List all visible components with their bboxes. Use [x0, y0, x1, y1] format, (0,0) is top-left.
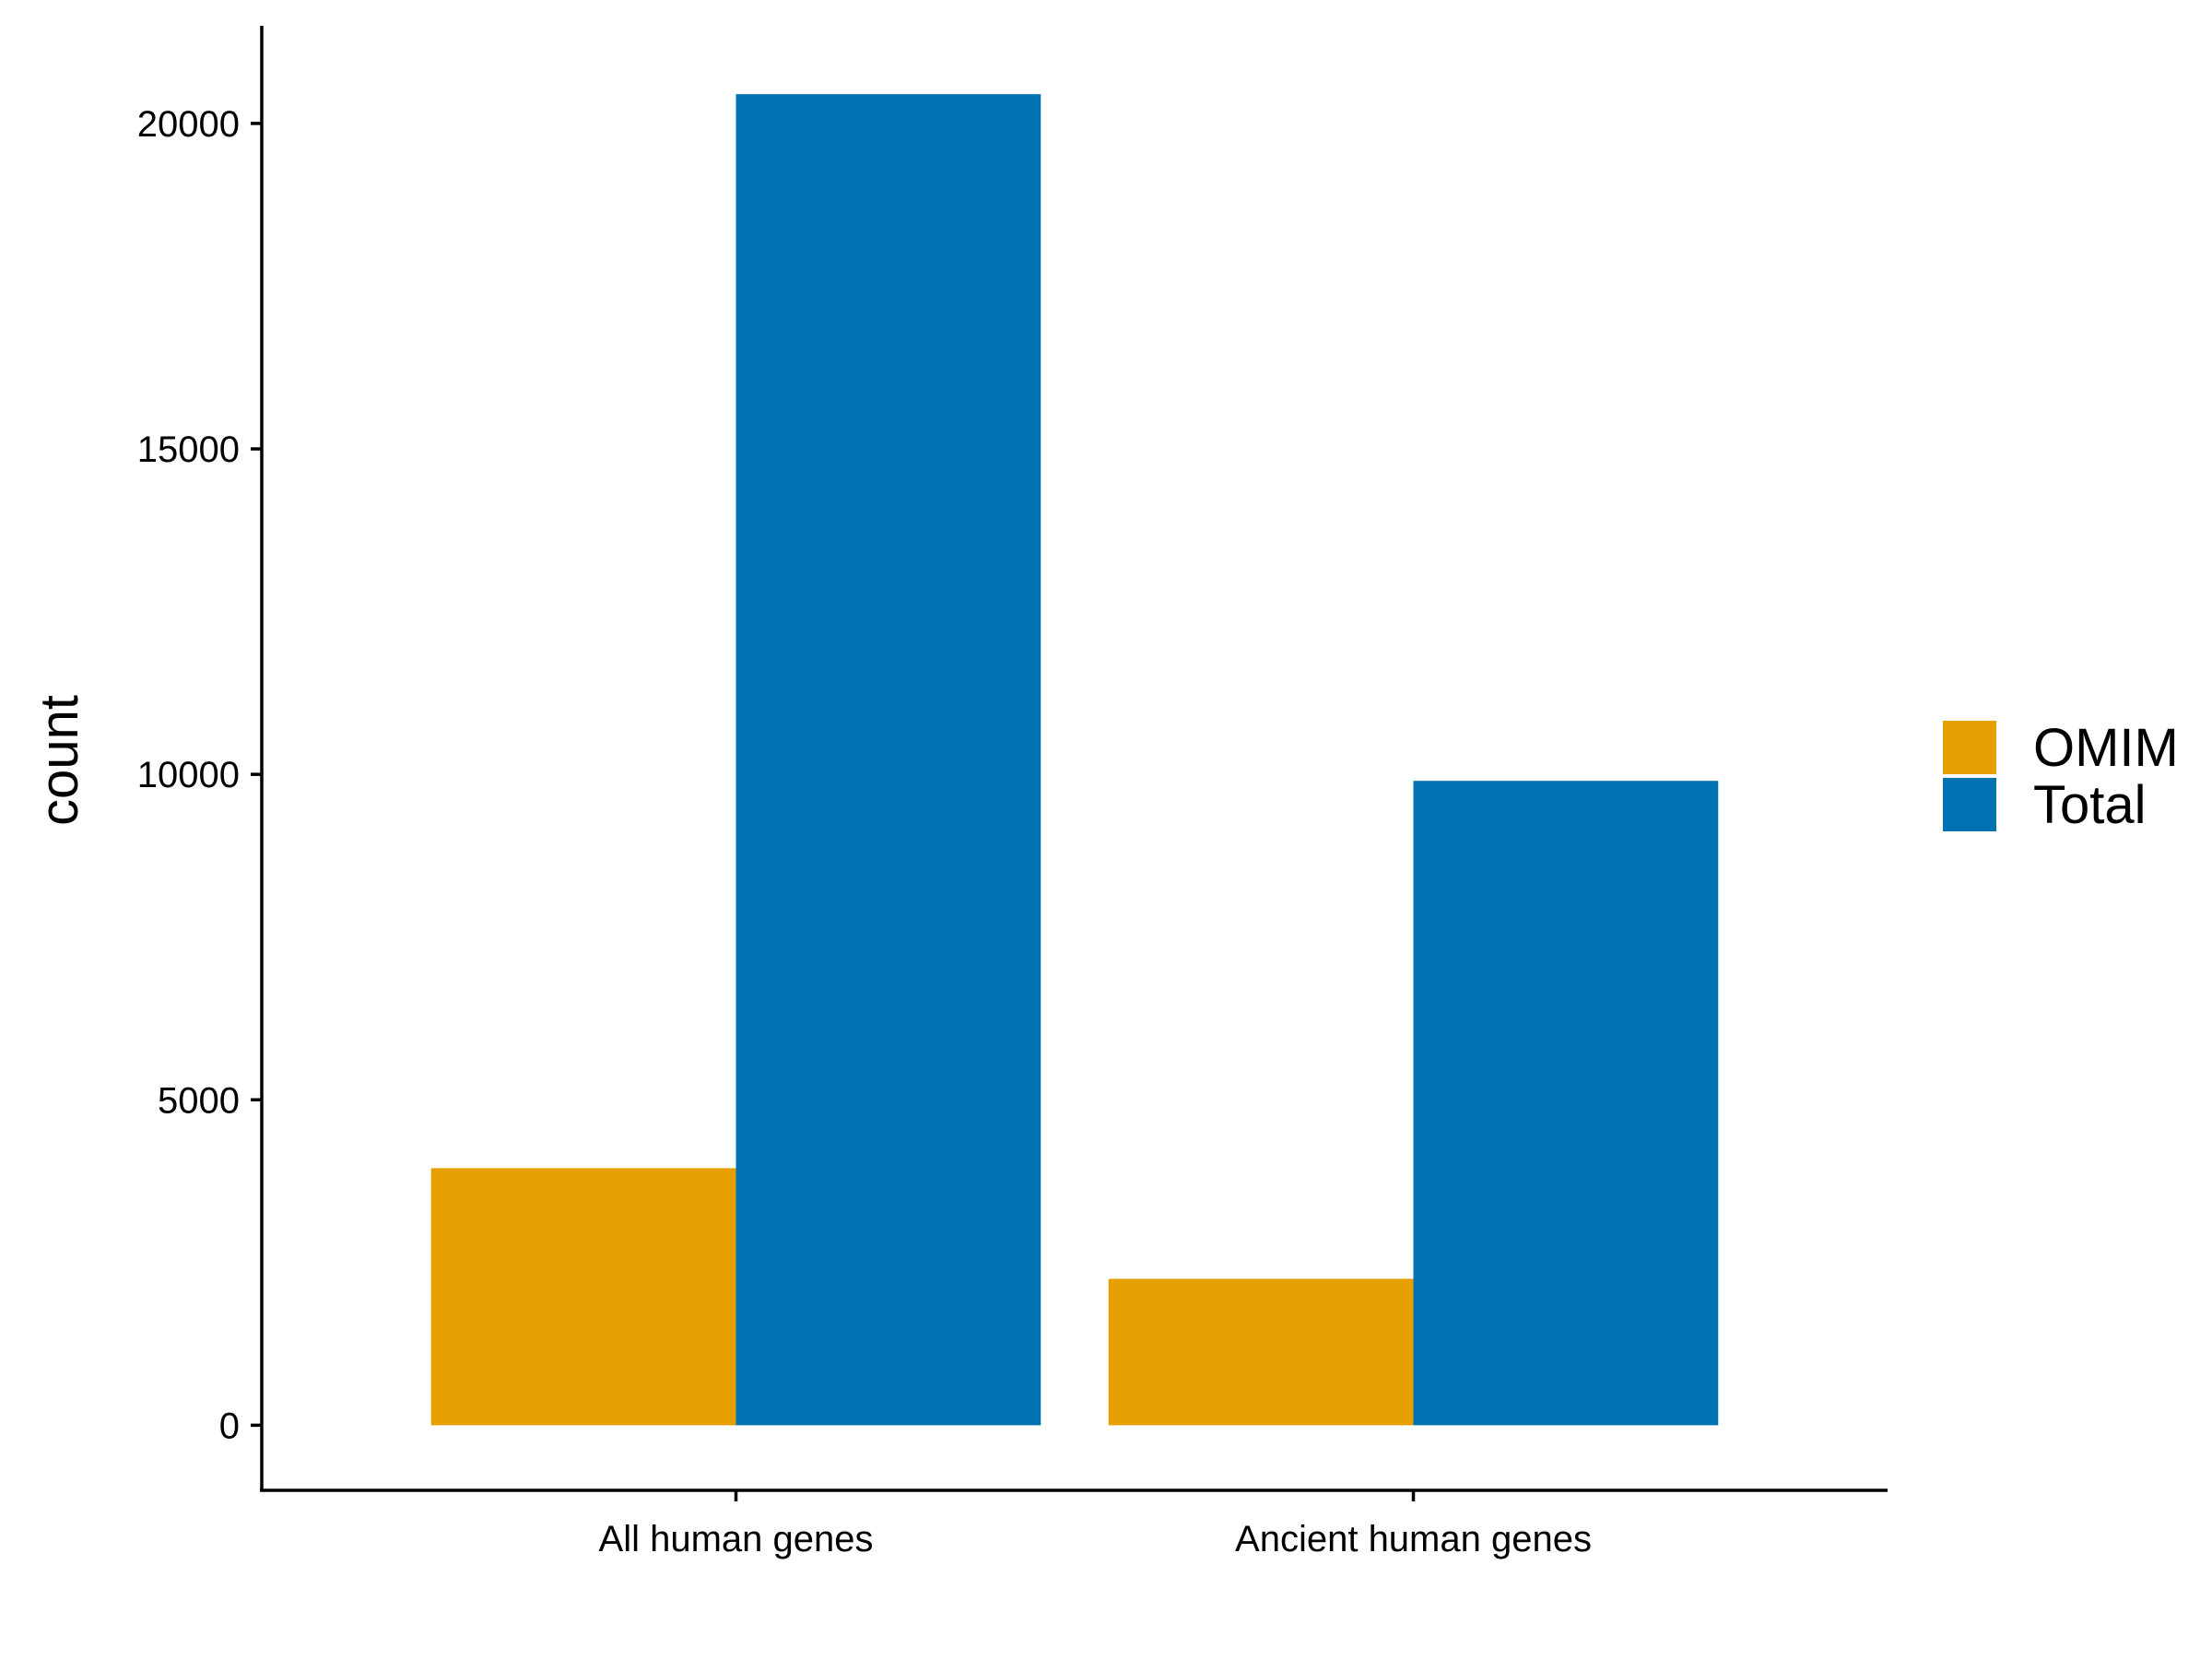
legend-label-omim: OMIM [2033, 718, 2179, 778]
legend-label-total: Total [2033, 775, 2147, 835]
x-tick-label: Ancient human genes [1235, 1519, 1592, 1559]
y-ticks: 0 5000 10000 15000 20000 [137, 104, 262, 1446]
y-tick-label: 10000 [137, 755, 240, 795]
bar-total-0 [735, 94, 1041, 1426]
y-tick-label: 15000 [137, 429, 240, 470]
axes-layer [260, 26, 1888, 1492]
y-axis-title: count [29, 695, 89, 826]
legend-key-total [1943, 778, 1996, 831]
bar-total-1 [1413, 781, 1719, 1426]
x-tick-label: All human genes [599, 1519, 874, 1559]
y-tick-label: 20000 [137, 104, 240, 145]
y-tick-label: 5000 [158, 1080, 240, 1121]
y-tick-label: 0 [219, 1406, 240, 1446]
legend-key-omim [1943, 721, 1996, 774]
bar-omim-0 [430, 1168, 736, 1426]
x-ticks: All human genes Ancient human genes [599, 1490, 1592, 1559]
bar-omim-1 [1108, 1278, 1414, 1426]
bars-layer [430, 94, 1719, 1426]
